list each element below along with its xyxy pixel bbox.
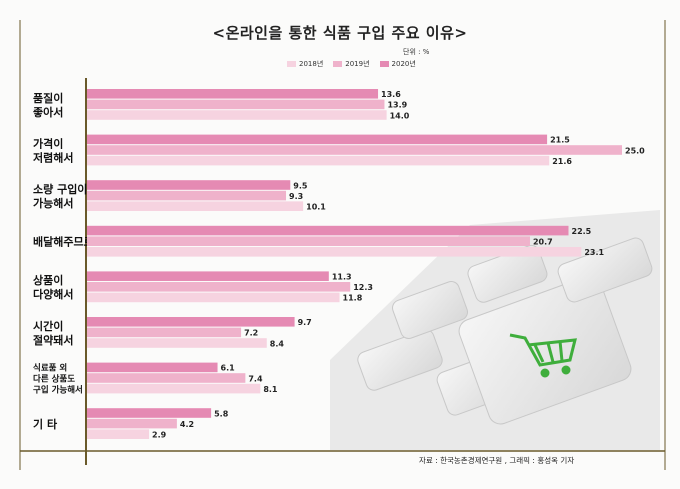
bar [87,429,150,439]
category-label: 시간이 [33,319,63,333]
legend-item-2018: 2018년 [287,59,323,69]
bar [87,338,267,348]
data-label: 11.3 [332,273,352,282]
bar [87,201,304,211]
category-label: 좋아서 [33,105,63,119]
data-label: 21.6 [552,157,572,166]
category-label: 저렴해서 [33,150,73,164]
data-label: 22.5 [572,227,592,236]
legend-item-2020: 2020년 [379,59,416,69]
category-label: 기 타 [33,417,58,431]
bar [87,110,387,120]
category-label: 소량 구입이 [33,182,87,196]
source-credit: 자료 : 한국농촌경제연구원 , 그래픽 : 홍성옥 기자 [419,456,575,465]
bar [87,99,385,110]
data-label: 8.1 [263,385,278,394]
data-label: 25.0 [625,146,645,155]
legend: 2018년 2019년 2020년 [287,59,416,69]
bar [87,373,246,383]
bar [87,236,530,246]
bar [87,327,242,338]
data-label: 12.3 [353,283,373,292]
category-label: 다양해서 [33,287,73,301]
legend-label: 2019년 [345,60,370,68]
data-label: 23.1 [584,248,604,257]
bar [87,317,295,327]
data-label: 9.5 [293,181,308,190]
category-label: 절약돼서 [33,333,73,347]
category-label: 배달해주므로 [33,235,94,249]
bar [87,383,261,394]
legend-swatch [287,61,296,67]
bar [87,418,177,429]
data-label: 5.8 [214,409,229,418]
category-label: 가격이 [33,136,63,150]
category-label: 구입 가능해서 [33,384,83,395]
bar [87,292,340,303]
category-label: 식료품 외 [33,362,67,373]
category-label: 품질이 [33,91,63,105]
data-label: 6.1 [221,364,236,373]
data-label: 9.7 [298,318,312,327]
bar [87,145,622,155]
legend-swatch [379,61,389,67]
bar [87,180,291,190]
bar [87,271,329,281]
legend-label: 2018년 [299,60,324,68]
category-label: 상품이 [33,273,63,287]
data-label: 13.6 [381,90,401,99]
bar [87,408,212,418]
data-label: 7.2 [244,329,258,338]
bar [87,362,218,373]
data-label: 9.3 [289,192,303,201]
data-label: 20.7 [533,238,553,247]
bar [87,89,379,99]
data-label: 11.8 [343,294,363,303]
bar [87,225,569,236]
bar [87,282,351,292]
bar [87,190,287,201]
unit-label: 단위 : % [403,48,430,56]
chart-title: <온라인을 통한 식품 구입 주요 이유> [212,24,468,42]
bar [87,247,582,257]
category-label: 다른 상품도 [33,373,75,384]
data-label: 2.9 [152,431,167,440]
data-label: 4.2 [180,420,194,429]
legend-swatch [333,61,343,67]
legend-item-2019: 2019년 [333,59,370,69]
data-label: 7.4 [248,374,263,383]
data-label: 14.0 [390,111,410,120]
data-label: 8.4 [270,339,285,348]
data-label: 21.5 [550,136,570,145]
bar [87,134,548,145]
category-label: 가능해서 [33,196,73,210]
data-label: 10.1 [306,203,326,212]
bar [87,155,550,166]
legend-label: 2020년 [391,60,416,68]
data-label: 13.9 [387,101,407,110]
